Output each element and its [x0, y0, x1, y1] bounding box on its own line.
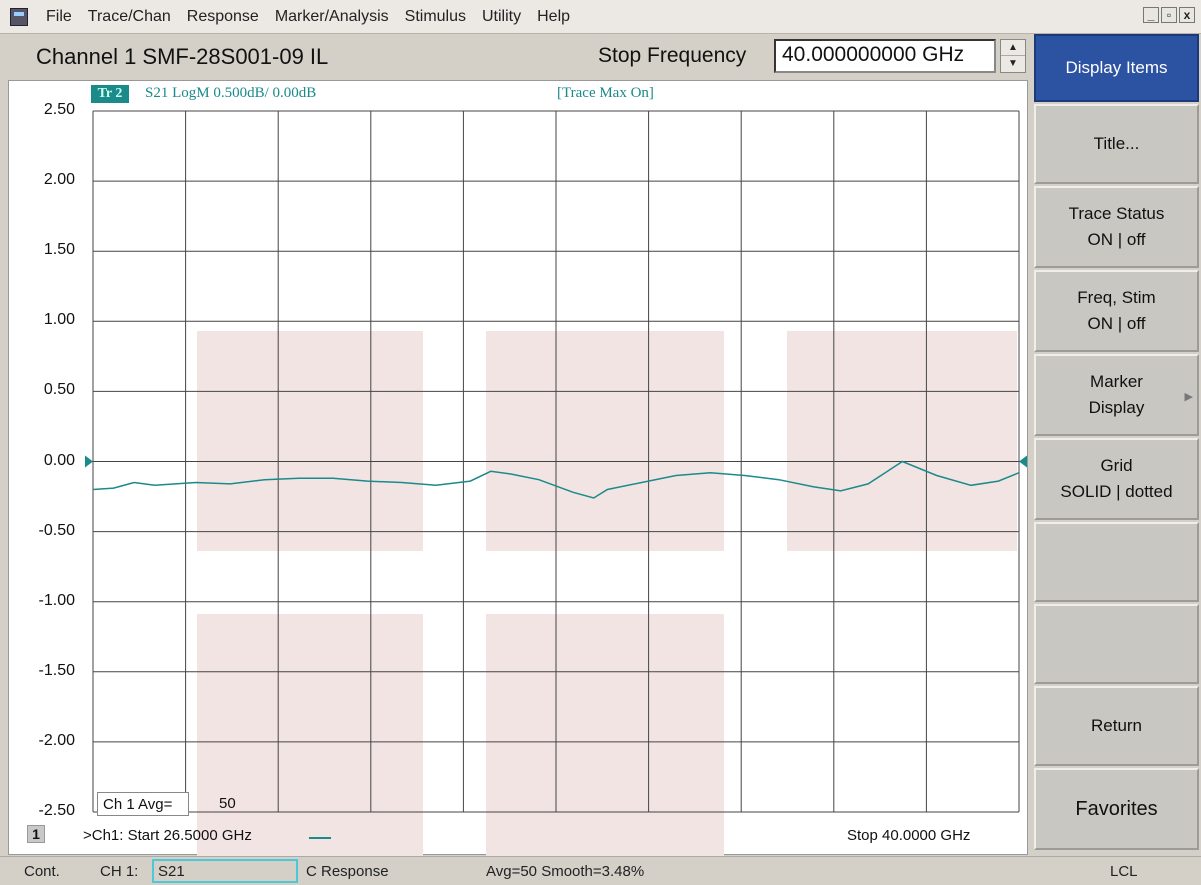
grid-softkey[interactable]: Grid SOLID | dotted	[1034, 438, 1199, 520]
favorites-softkey[interactable]: Favorites	[1034, 768, 1199, 850]
trace-legend-line	[309, 837, 331, 839]
frequency-spinner[interactable]: ▲ ▼	[1000, 39, 1026, 73]
close-button[interactable]: x	[1179, 7, 1195, 23]
display-items-softkey[interactable]: Display Items	[1034, 34, 1199, 102]
empty-softkey-1[interactable]	[1034, 522, 1199, 602]
title-softkey[interactable]: Title...	[1034, 104, 1199, 184]
channel-title: Channel 1 SMF-28S001-09 IL	[36, 44, 329, 69]
softkey-label: Return	[1090, 715, 1143, 735]
start-frequency-label: >Ch1: Start 26.5000 GHz	[83, 827, 252, 844]
stop-frequency-input[interactable]: 40.000000000 GHz	[774, 39, 996, 73]
reference-marker-right-icon	[1019, 455, 1027, 468]
highlight-zone	[787, 331, 1017, 551]
softkey-label: Trace Status	[1068, 203, 1165, 223]
y-tick-label: 0.50	[43, 381, 75, 399]
highlight-zone	[486, 331, 724, 551]
status-averaging: Avg=50 Smooth=3.48%	[486, 863, 645, 880]
spin-up-icon[interactable]: ▲	[1001, 40, 1025, 56]
avg-label: Ch 1 Avg=	[97, 792, 189, 816]
softkey-label: Display Items	[1065, 57, 1168, 77]
window-controls: _ ▫ x	[1143, 7, 1195, 23]
menu-response[interactable]: Response	[186, 7, 259, 25]
softkey-label: Freq, Stim	[1077, 287, 1156, 307]
menu-marker-analysis[interactable]: Marker/Analysis	[274, 7, 389, 25]
status-channel: CH 1:	[100, 863, 139, 880]
trace-plot[interactable]: Tr 2 S21 LogM 0.500dB/ 0.00dB [Trace Max…	[8, 80, 1028, 856]
highlight-zone	[197, 614, 423, 856]
menu-trace-chan[interactable]: Trace/Chan	[87, 7, 171, 25]
softkey-value: SOLID | dotted	[1060, 482, 1173, 501]
y-tick-label: 2.50	[43, 101, 75, 118]
avg-value: 50	[219, 795, 236, 812]
channel-number[interactable]: 1	[27, 825, 45, 843]
trace-info: S21 LogM 0.500dB/ 0.00dB	[145, 85, 317, 101]
status-mode: Cont.	[24, 863, 60, 880]
menu-help[interactable]: Help	[537, 7, 571, 25]
y-tick-label: 1.00	[43, 311, 75, 329]
plot-canvas	[85, 110, 1027, 856]
y-tick-label: 1.50	[43, 241, 75, 259]
reference-marker-left-icon	[85, 455, 93, 468]
stop-frequency-label: Stop Frequency	[598, 44, 747, 67]
y-tick-label: 0.00	[43, 451, 75, 469]
menu-bar: File Trace/Chan Response Marker/Analysis…	[0, 0, 1201, 34]
empty-softkey-2[interactable]	[1034, 604, 1199, 684]
softkey-label-2: Display	[1088, 398, 1145, 417]
spin-down-icon[interactable]: ▼	[1008, 58, 1018, 69]
softkey-value: ON | off	[1087, 314, 1146, 333]
menu-file[interactable]: File	[46, 7, 72, 25]
softkey-label: Marker	[1090, 371, 1143, 391]
menu-utility[interactable]: Utility	[482, 7, 522, 25]
return-softkey[interactable]: Return	[1034, 686, 1199, 766]
submenu-arrow-icon: ▶	[1184, 391, 1193, 403]
restore-button[interactable]: ▫	[1161, 7, 1177, 23]
y-tick-label: -2.50	[38, 802, 75, 819]
softkey-label: Favorites	[1075, 797, 1158, 820]
status-bar: Cont. CH 1: S21 C Response Avg=50 Smooth…	[0, 856, 1201, 885]
status-remote: LCL	[1110, 863, 1138, 880]
status-param[interactable]: S21	[152, 859, 298, 883]
softkey-value: ON | off	[1087, 230, 1146, 249]
y-tick-label: 2.00	[43, 171, 75, 189]
status-correction: C Response	[306, 863, 389, 880]
trace-status-softkey[interactable]: Trace Status ON | off	[1034, 186, 1199, 268]
status-param-text: S21	[158, 863, 185, 880]
app-icon[interactable]	[10, 7, 28, 26]
trace-line	[92, 460, 1020, 499]
menu-stimulus[interactable]: Stimulus	[404, 7, 466, 25]
freq-stim-softkey[interactable]: Freq, Stim ON | off	[1034, 270, 1199, 352]
channel-header: Channel 1 SMF-28S001-09 IL Stop Frequenc…	[0, 34, 1032, 80]
y-tick-label: -0.50	[38, 521, 75, 539]
trace-badge[interactable]: Tr 2	[91, 85, 129, 103]
trace-max-status: [Trace Max On]	[557, 85, 654, 101]
minimize-button[interactable]: _	[1143, 7, 1159, 23]
softkey-label: Grid	[1100, 455, 1133, 475]
highlight-zone	[197, 331, 423, 551]
softkey-label: Title...	[1093, 133, 1140, 153]
softkey-panel: Display Items Title... Trace Status ON |…	[1032, 34, 1201, 854]
marker-display-softkey[interactable]: Marker Display ▶	[1034, 354, 1199, 436]
y-tick-label: -1.50	[38, 661, 75, 679]
y-tick-label: -1.00	[38, 591, 75, 609]
y-tick-label: -2.00	[38, 731, 75, 749]
stop-frequency-readout: Stop 40.0000 GHz	[847, 827, 971, 844]
highlight-zone	[486, 614, 724, 856]
